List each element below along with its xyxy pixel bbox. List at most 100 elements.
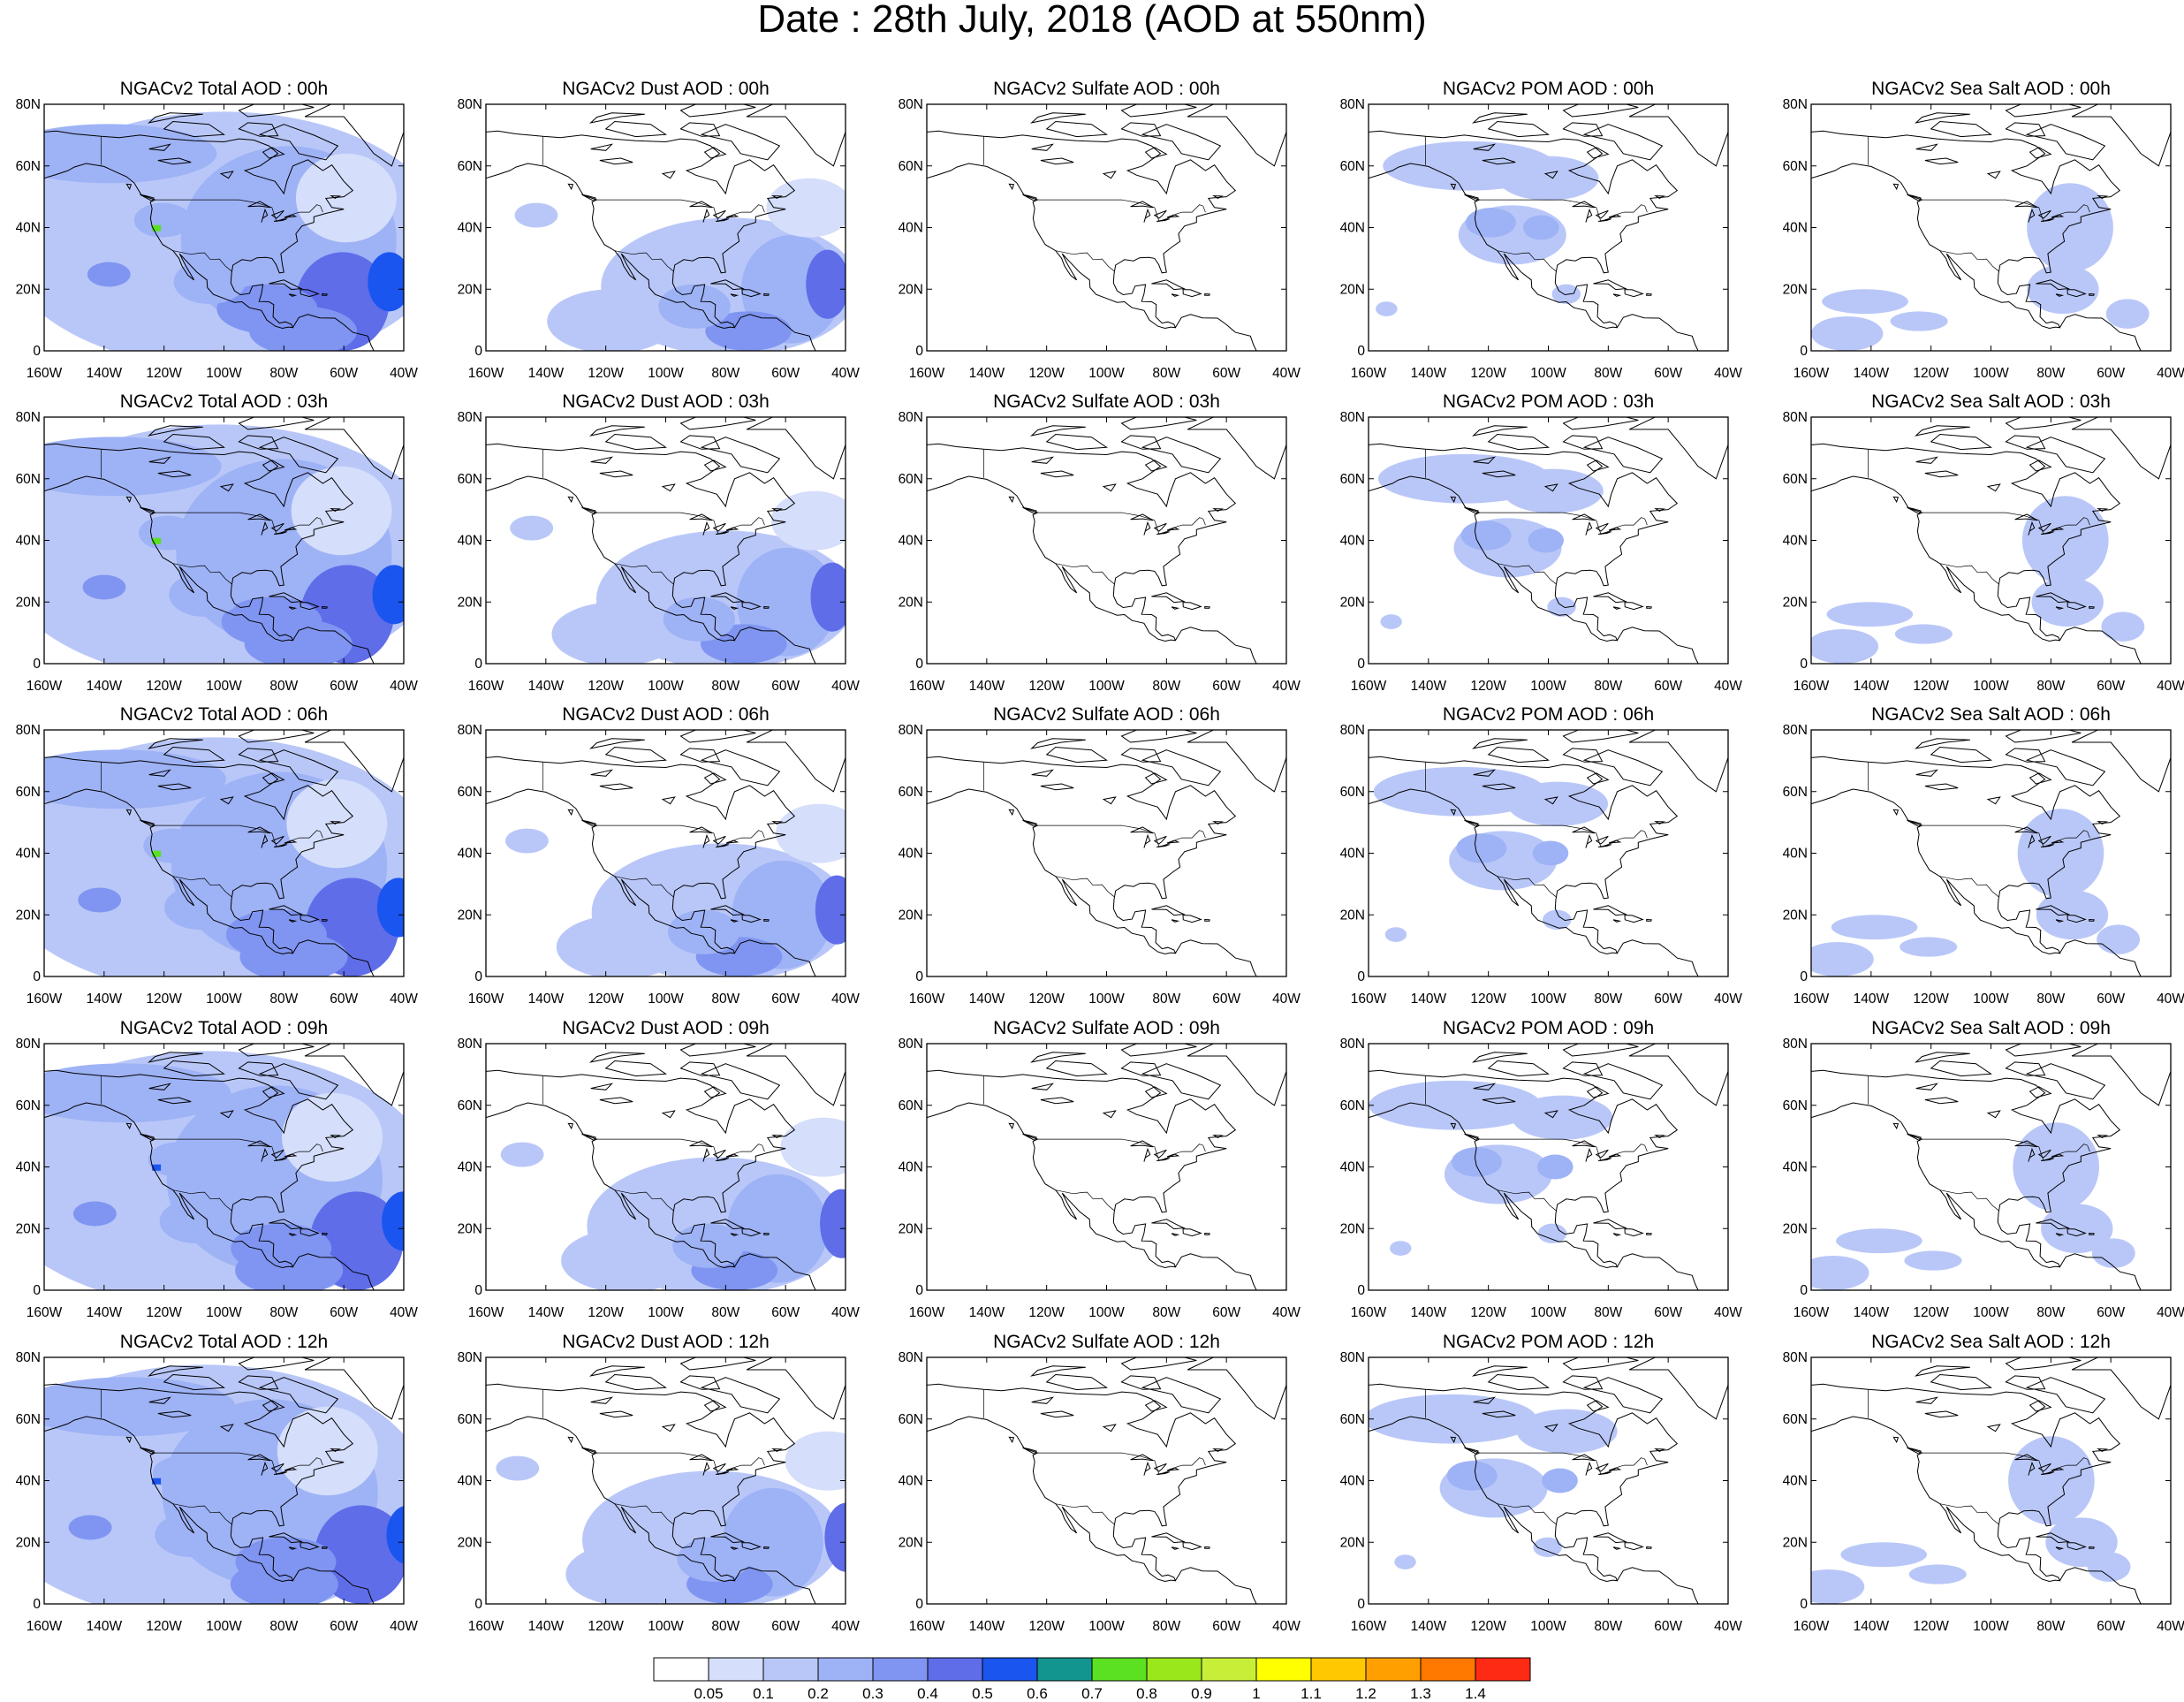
y-tick-label: 0 (1357, 344, 1365, 359)
island-outline (1212, 1448, 1225, 1452)
x-tick-label: 140W (969, 992, 1005, 1007)
lake-outline (219, 1110, 234, 1119)
y-tick-label: 60N (1340, 159, 1365, 174)
coastline-north-america (486, 1383, 796, 1583)
island-outline (2005, 1375, 2046, 1390)
aod-region (1533, 1537, 1562, 1557)
y-tick-label: 0 (915, 969, 923, 984)
y-tick-label: 60N (899, 1412, 923, 1427)
island-outline (140, 1447, 155, 1455)
island-outline (763, 293, 770, 296)
island-outline (1141, 437, 1222, 474)
x-tick-label: 160W (27, 679, 63, 694)
island-outline (2097, 195, 2109, 199)
island-outline (1892, 1436, 1900, 1444)
island-outline (1892, 183, 1900, 191)
colorbar-label: 0.6 (1027, 1685, 1048, 1702)
x-tick-label: 100W (1973, 992, 2009, 1007)
island-outline (1487, 746, 1550, 764)
y-tick-label: 80N (1783, 723, 1808, 738)
lake-outline (2041, 531, 2054, 535)
island-outline (746, 104, 846, 167)
x-tick-label: 100W (1973, 679, 2009, 694)
aod-region (291, 466, 392, 556)
island-outline (746, 1357, 846, 1420)
island-outline (1182, 1542, 1202, 1551)
y-tick-label: 60N (899, 785, 923, 800)
island-outline (288, 919, 298, 923)
island-outline (1593, 279, 1627, 291)
y-tick-label: 80N (899, 1037, 923, 1052)
lake-outline (590, 769, 614, 777)
lake-outline (274, 1471, 287, 1475)
coastline-south-america (1175, 939, 1257, 976)
island-outline (1562, 104, 1639, 118)
coastlines (486, 1357, 846, 1604)
aod-region (2101, 612, 2145, 642)
lake-outline (1915, 1083, 1938, 1090)
lake-outline (1924, 1097, 1959, 1105)
coastline-south-america (2059, 939, 2142, 976)
y-tick-label: 80N (16, 723, 41, 738)
x-tick-label: 100W (648, 366, 684, 381)
lake-outline (1473, 1396, 1497, 1404)
y-tick-label: 0 (1800, 344, 1808, 359)
x-tick-label: 80W (269, 992, 298, 1007)
x-tick-label: 40W (1714, 992, 1742, 1007)
aod-region (1536, 1154, 1574, 1180)
x-tick-label: 80W (711, 1619, 739, 1634)
aod-region (1394, 1554, 1416, 1569)
x-tick-label: 120W (146, 1305, 182, 1320)
lake-outline (1924, 157, 1959, 165)
aod-region (2097, 924, 2140, 954)
aod-region (1373, 766, 1547, 817)
y-tick-label: 40N (16, 1160, 41, 1175)
x-tick-label: 140W (87, 366, 123, 381)
x-tick-label: 40W (1714, 366, 1742, 381)
x-tick-label: 40W (390, 992, 418, 1007)
aod-region (82, 574, 126, 600)
colorbar-label: 1.3 (1410, 1685, 1431, 1702)
map-panel-pom-aod-09h: NGACv2 POM AOD : 09h 160W 140W 120W 100W 80W 6… (1340, 1018, 1743, 1320)
x-tick-label: 120W (1470, 1619, 1506, 1634)
island-outline (1450, 1122, 1457, 1130)
island-outline (2071, 417, 2171, 480)
colorbar-label: 1 (1252, 1685, 1260, 1702)
coastline-south-america (2059, 314, 2142, 351)
border-us-mexico (172, 1503, 232, 1524)
x-tick-label: 120W (588, 366, 624, 381)
x-tick-label: 40W (390, 679, 418, 694)
coastlines (1369, 730, 1728, 976)
border-us-canada (1479, 824, 1648, 847)
lake-outline (247, 826, 271, 834)
y-tick-label: 40N (899, 221, 923, 236)
aod-region (1542, 1468, 1578, 1493)
lake-outline (284, 1153, 298, 1158)
island-outline (1624, 915, 1644, 923)
island-outline (2097, 1135, 2109, 1138)
aod-region (547, 289, 677, 351)
aod-region (155, 1512, 227, 1557)
lake-outline (1143, 208, 1151, 223)
lake-outline (261, 520, 269, 536)
border-us-canada (1479, 512, 1648, 535)
y-tick-label: 20N (1783, 1535, 1808, 1550)
aod-region (672, 1223, 745, 1268)
island-outline (288, 1233, 298, 1236)
lake-outline (2014, 1454, 2038, 1462)
panel-title: NGACv2 Sulfate AOD : 03h (993, 391, 1220, 412)
map-panel-sulfate-aod-00h: NGACv2 Sulfate AOD : 00h 160W 140W 120W 100W… (899, 79, 1301, 381)
lake-outline (2014, 1140, 2038, 1148)
y-tick-label: 40N (458, 1160, 482, 1175)
island-outline (269, 1219, 303, 1230)
border-us-canada (1037, 199, 1206, 222)
lake-outline (148, 143, 171, 151)
x-tick-label: 60W (771, 1305, 800, 1320)
panel-title: NGACv2 Sea Salt AOD : 00h (1871, 79, 2111, 99)
colorbar-swatch (982, 1657, 1038, 1682)
island-outline (330, 508, 342, 512)
island-outline (1022, 506, 1037, 515)
island-outline (140, 819, 155, 828)
lake-outline (1156, 1471, 1170, 1475)
island-outline (2036, 592, 2070, 604)
